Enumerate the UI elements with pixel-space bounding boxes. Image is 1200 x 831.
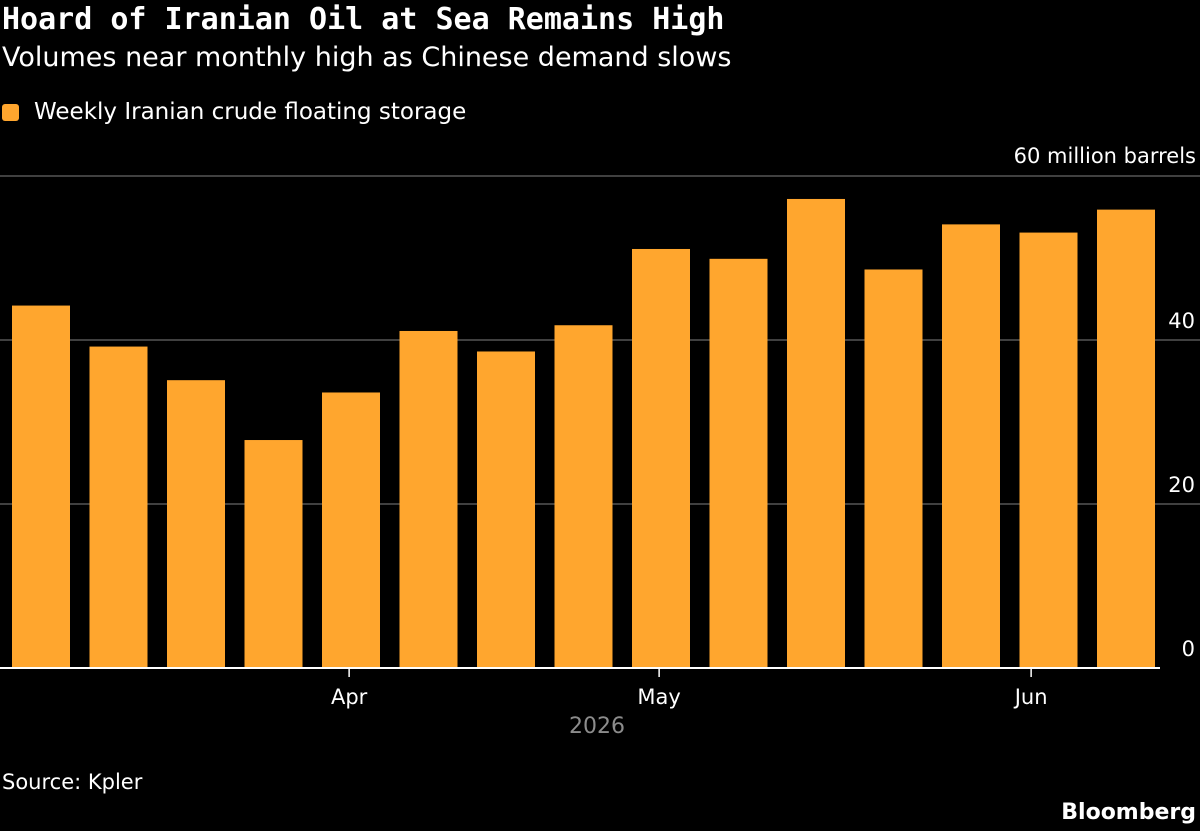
x-year-label: 2026 (569, 714, 625, 739)
x-tick-label-may: May (637, 685, 680, 709)
bar (477, 351, 535, 668)
legend-label: Weekly Iranian crude floating storage (34, 99, 467, 125)
x-tick-label-apr: Apr (331, 685, 368, 709)
x-tick-label-jun: Jun (1013, 685, 1048, 709)
bar (12, 305, 70, 668)
bar (322, 392, 380, 668)
chart-subtitle: Volumes near monthly high as Chinese dem… (2, 42, 732, 73)
chart-legend: Weekly Iranian crude floating storage (2, 97, 466, 127)
y-axis-unit-label: 60 million barrels (1013, 144, 1196, 168)
bar (554, 325, 613, 668)
bar (1097, 209, 1155, 668)
bar (942, 224, 1000, 668)
bar (89, 346, 148, 668)
bar (864, 269, 923, 668)
source-note: Source: Kpler (2, 770, 143, 794)
bar (787, 198, 845, 668)
bar (167, 380, 225, 668)
bar (709, 258, 768, 668)
bloomberg-logo: Bloomberg (1061, 800, 1196, 825)
bar (244, 440, 303, 668)
legend-swatch-icon (2, 103, 19, 121)
y-tick-label-20: 20 (1168, 473, 1195, 497)
bar (632, 248, 690, 669)
bar (1019, 232, 1078, 668)
y-tick-label-0: 0 (1182, 637, 1195, 661)
bar (399, 330, 458, 668)
y-tick-label-40: 40 (1168, 309, 1195, 333)
chart-title: Hoard of Iranian Oil at Sea Remains High (2, 2, 725, 37)
